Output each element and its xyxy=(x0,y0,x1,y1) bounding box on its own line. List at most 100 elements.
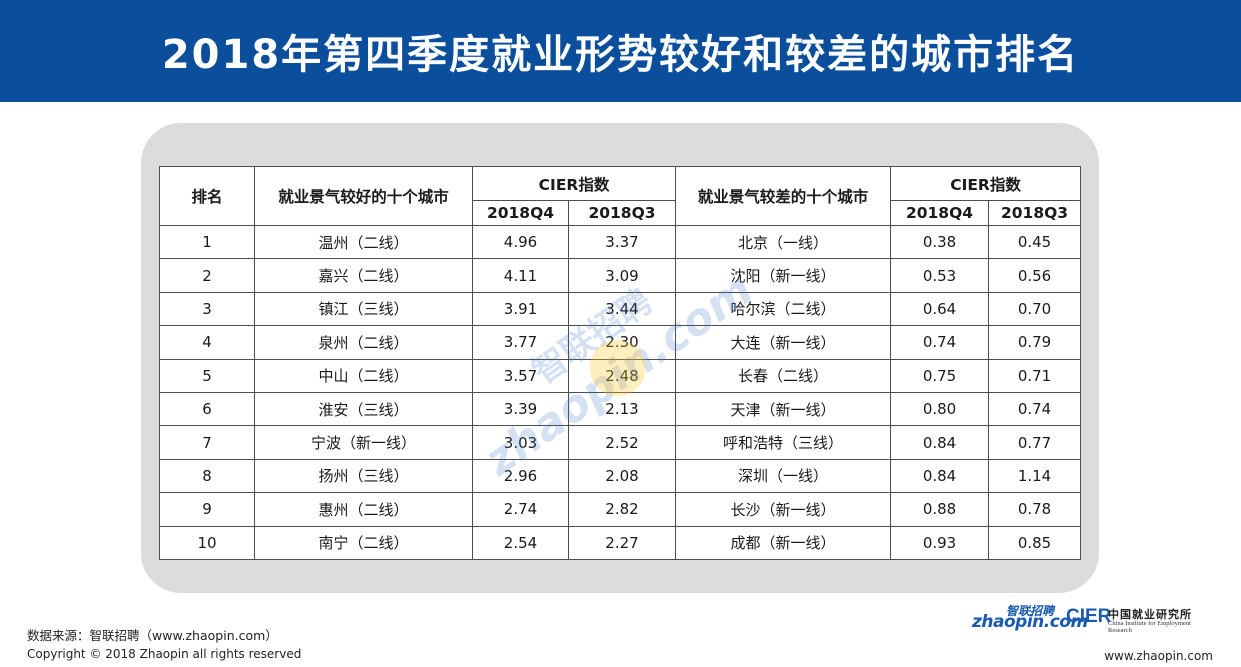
bad-q3-cell: 0.71 xyxy=(988,358,1082,393)
bad-q4-cell: 0.93 xyxy=(890,525,990,561)
rank-cell: 6 xyxy=(159,391,255,427)
cier-logo-en: CIER xyxy=(1066,606,1112,627)
good-q3-cell: 2.08 xyxy=(567,458,677,494)
bad-q4-cell: 0.84 xyxy=(890,425,990,460)
good-q3-cell: 2.82 xyxy=(567,492,677,527)
bad-city-cell: 大连（新一线） xyxy=(675,325,892,360)
bad-q4-cell: 0.80 xyxy=(890,391,990,427)
good-q3-cell: 2.30 xyxy=(567,325,677,360)
site-url: www.zhaopin.com xyxy=(1104,649,1213,663)
good-city-cell: 宁波（新一线） xyxy=(254,425,473,460)
bad-q4-cell: 0.75 xyxy=(890,358,990,393)
header-bad-q3: 2018Q3 xyxy=(988,200,1082,226)
bad-q4-cell: 0.53 xyxy=(890,258,990,293)
good-q3-cell: 2.13 xyxy=(567,391,677,427)
bad-city-cell: 成都（新一线） xyxy=(675,525,892,561)
header-bad-q4: 2018Q4 xyxy=(890,200,990,226)
header-bad-cities: 就业景气较差的十个城市 xyxy=(675,166,892,226)
table-row: 10 南宁（二线） 2.54 2.27 成都（新一线） 0.93 0.85 xyxy=(159,525,1082,561)
good-q3-cell: 2.27 xyxy=(567,525,677,561)
rank-cell: 3 xyxy=(159,291,255,327)
bad-city-cell: 北京（一线） xyxy=(675,224,892,260)
bad-q3-cell: 0.77 xyxy=(988,425,1082,460)
bad-q3-cell: 0.56 xyxy=(988,258,1082,293)
rank-cell: 7 xyxy=(159,425,255,460)
good-q4-cell: 2.74 xyxy=(472,492,569,527)
bad-q4-cell: 0.84 xyxy=(890,458,990,494)
cier-logo: CIER 中国就业研究所 China Institute for Employm… xyxy=(1066,604,1216,634)
rank-cell: 10 xyxy=(159,525,255,561)
header-cier-index-bad: CIER指数 xyxy=(890,166,1082,201)
bad-q3-cell: 0.45 xyxy=(988,224,1082,260)
bad-q3-cell: 0.79 xyxy=(988,325,1082,360)
header-good-q4: 2018Q4 xyxy=(472,200,569,226)
header-rank: 排名 xyxy=(159,166,255,226)
table-row: 2 嘉兴（二线） 4.11 3.09 沈阳（新一线） 0.53 0.56 xyxy=(159,258,1082,293)
good-city-cell: 扬州（三线） xyxy=(254,458,473,494)
header-cier-index-good: CIER指数 xyxy=(471,166,677,201)
good-q4-cell: 2.96 xyxy=(472,458,569,494)
rank-cell: 5 xyxy=(159,358,255,393)
bad-q3-cell: 0.74 xyxy=(988,391,1082,427)
rank-cell: 1 xyxy=(159,224,255,260)
bad-city-cell: 长沙（新一线） xyxy=(675,492,892,527)
table-row: 9 惠州（二线） 2.74 2.82 长沙（新一线） 0.88 0.78 xyxy=(159,492,1082,527)
bad-q3-cell: 0.78 xyxy=(988,492,1082,527)
good-q3-cell: 2.52 xyxy=(567,425,677,460)
good-q3-cell: 3.09 xyxy=(567,258,677,293)
bad-q3-cell: 1.14 xyxy=(988,458,1082,494)
table-row: 3 镇江（三线） 3.91 3.44 哈尔滨（二线） 0.64 0.70 xyxy=(159,291,1082,327)
good-city-cell: 泉州（二线） xyxy=(254,325,473,360)
good-q4-cell: 3.03 xyxy=(472,425,569,460)
rank-cell: 9 xyxy=(159,492,255,527)
good-q3-cell: 3.37 xyxy=(567,224,677,260)
table-row: 4 泉州（二线） 3.77 2.30 大连（新一线） 0.74 0.79 xyxy=(159,325,1082,360)
zhaopin-logo: 智联招聘 zhaopin.com xyxy=(972,602,1088,632)
rank-cell: 2 xyxy=(159,258,255,293)
good-q4-cell: 2.54 xyxy=(472,525,569,561)
page-title: 2018年第四季度就业形势较好和较差的城市排名 xyxy=(161,32,1080,78)
bad-city-cell: 呼和浩特（三线） xyxy=(675,425,892,460)
table-header-row: 排名 就业景气较好的十个城市 CIER指数 就业景气较差的十个城市 CIER指数 xyxy=(159,166,1082,226)
zhaopin-logo-en: zhaopin.com xyxy=(972,612,1088,632)
good-q4-cell: 3.77 xyxy=(472,325,569,360)
title-banner: 2018年第四季度就业形势较好和较差的城市排名 xyxy=(0,0,1241,102)
bad-city-cell: 深圳（一线） xyxy=(675,458,892,494)
bad-q4-cell: 0.64 xyxy=(890,291,990,327)
good-q4-cell: 4.11 xyxy=(472,258,569,293)
bad-city-cell: 长春（二线） xyxy=(675,358,892,393)
header-good-q3: 2018Q3 xyxy=(567,200,677,226)
bad-city-cell: 哈尔滨（二线） xyxy=(675,291,892,327)
table-row: 6 淮安（三线） 3.39 2.13 天津（新一线） 0.80 0.74 xyxy=(159,391,1082,427)
table-row: 5 中山（二线） 3.57 2.48 长春（二线） 0.75 0.71 xyxy=(159,358,1082,393)
city-ranking-table: 排名 就业景气较好的十个城市 CIER指数 就业景气较差的十个城市 CIER指数… xyxy=(159,166,1082,561)
data-source-note: 数据来源：智联招聘（www.zhaopin.com） xyxy=(27,628,278,643)
good-city-cell: 中山（二线） xyxy=(254,358,473,393)
good-city-cell: 南宁（二线） xyxy=(254,525,473,561)
good-city-cell: 惠州（二线） xyxy=(254,492,473,527)
bad-q4-cell: 0.88 xyxy=(890,492,990,527)
good-city-cell: 镇江（三线） xyxy=(254,291,473,327)
good-city-cell: 嘉兴（二线） xyxy=(254,258,473,293)
good-q3-cell: 2.48 xyxy=(567,358,677,393)
cier-logo-cn: 中国就业研究所 xyxy=(1108,608,1192,621)
bad-q4-cell: 0.38 xyxy=(890,224,990,260)
copyright-text: Copyright © 2018 Zhaopin all rights rese… xyxy=(27,647,302,661)
good-city-cell: 温州（二线） xyxy=(254,224,473,260)
bad-q4-cell: 0.74 xyxy=(890,325,990,360)
cier-logo-subtitle: China Institute for Employment Research xyxy=(1108,620,1191,634)
good-q4-cell: 4.96 xyxy=(472,224,569,260)
zhaopin-logo-cn: 智联招聘 xyxy=(1006,604,1055,618)
table-row: 8 扬州（三线） 2.96 2.08 深圳（一线） 0.84 1.14 xyxy=(159,458,1082,494)
good-q3-cell: 3.44 xyxy=(567,291,677,327)
table-row: 1 温州（二线） 4.96 3.37 北京（一线） 0.38 0.45 xyxy=(159,224,1082,260)
bad-q3-cell: 0.85 xyxy=(988,525,1082,561)
good-city-cell: 淮安（三线） xyxy=(254,391,473,427)
table-row: 7 宁波（新一线） 3.03 2.52 呼和浩特（三线） 0.84 0.77 xyxy=(159,425,1082,460)
header-good-cities: 就业景气较好的十个城市 xyxy=(254,166,473,226)
rank-cell: 8 xyxy=(159,458,255,494)
rank-cell: 4 xyxy=(159,325,255,360)
good-q4-cell: 3.57 xyxy=(472,358,569,393)
bad-q3-cell: 0.70 xyxy=(988,291,1082,327)
bad-city-cell: 沈阳（新一线） xyxy=(675,258,892,293)
